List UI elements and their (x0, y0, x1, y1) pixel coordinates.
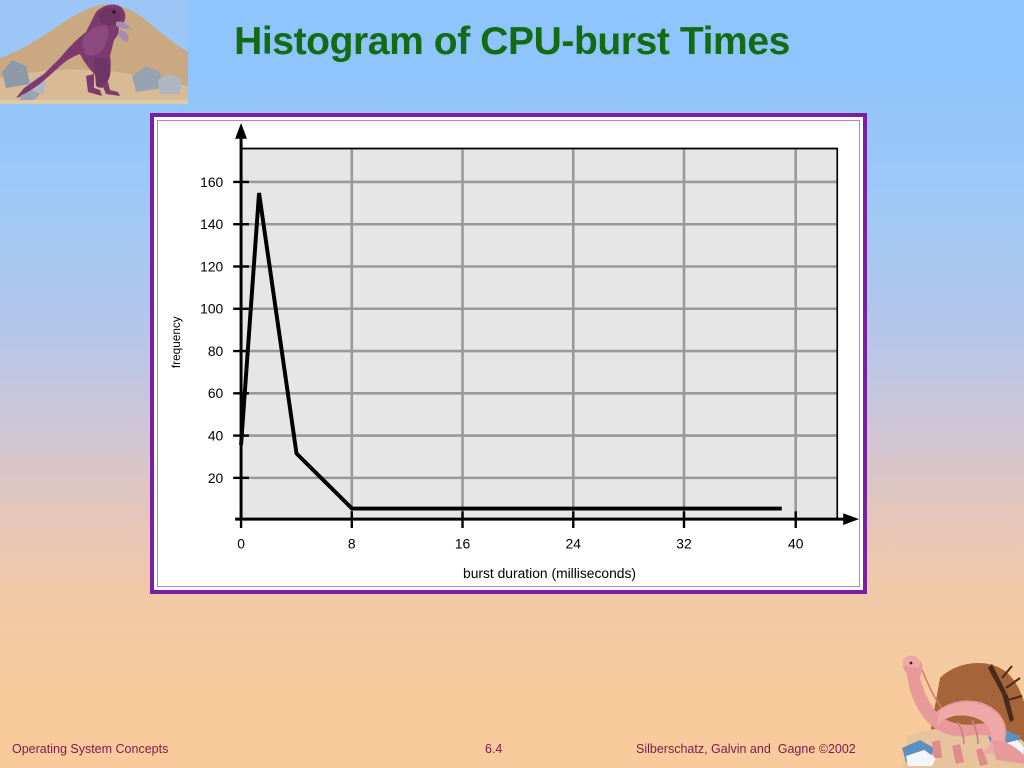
x-tick-label: 32 (676, 537, 691, 552)
y-tick-label: 140 (200, 217, 223, 232)
y-tick-label: 100 (200, 302, 223, 317)
footer-page-number: 6.4 (485, 742, 503, 756)
x-tick-label: 24 (566, 537, 582, 552)
frequency-series-line (239, 192, 782, 511)
x-tick-label: 0 (237, 537, 245, 552)
plot-area (240, 147, 839, 520)
y-tick-labels: 20 40 60 80 100 120 140 160 (200, 175, 223, 486)
x-tick-label: 40 (788, 537, 804, 552)
brontosaurus-dinosaur-icon (884, 644, 1024, 768)
page-title: Histogram of CPU-burst Times (234, 20, 790, 63)
x-axis-title: burst duration (milliseconds) (463, 566, 636, 581)
y-axis (233, 122, 249, 520)
y-tick-label: 60 (208, 386, 224, 401)
x-tick-label: 8 (348, 537, 356, 552)
y-tick-label: 120 (200, 259, 223, 274)
y-tick-label: 160 (200, 175, 223, 190)
trex-dinosaur-icon (0, 0, 188, 104)
x-tick-label: 16 (455, 537, 471, 552)
figure-frame: 20 40 60 80 100 120 140 160 0 8 16 24 32… (150, 113, 867, 594)
cpu-burst-histogram-chart: 20 40 60 80 100 120 140 160 0 8 16 24 32… (158, 121, 859, 586)
x-tick-labels: 0 8 16 24 32 40 (237, 537, 804, 552)
footer-book-title: Operating System Concepts (12, 742, 169, 756)
slide-footer: Operating System Concepts 6.4 Silberscha… (0, 734, 1024, 768)
x-axis (235, 511, 859, 528)
y-tick-label: 80 (208, 344, 224, 359)
y-tick-label: 40 (208, 429, 224, 444)
figure-inner: 20 40 60 80 100 120 140 160 0 8 16 24 32… (157, 120, 860, 587)
footer-copyright: Silberschatz, Galvin and Gagne ©2002 (636, 742, 856, 756)
vertical-gridlines (350, 148, 798, 520)
y-tick-label: 20 (208, 471, 224, 486)
y-axis-title: frequency (169, 316, 183, 368)
horizontal-gridlines (241, 180, 838, 480)
